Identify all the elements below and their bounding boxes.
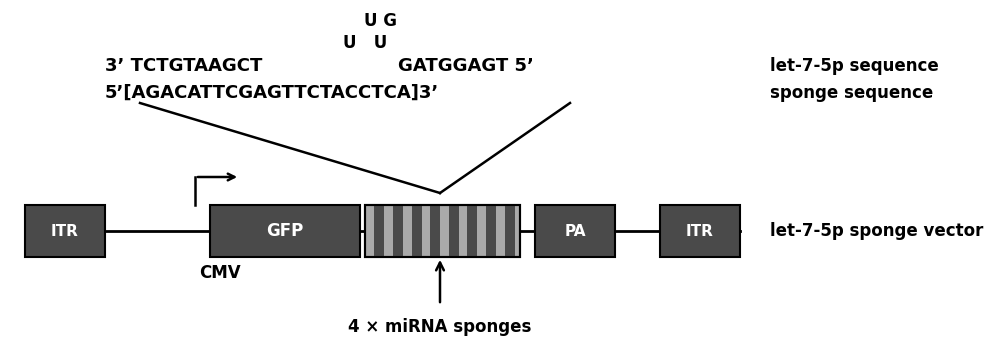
FancyBboxPatch shape [430, 206, 440, 256]
FancyBboxPatch shape [505, 206, 515, 256]
FancyBboxPatch shape [374, 206, 384, 256]
Text: let-7-5p sponge vector: let-7-5p sponge vector [770, 222, 983, 240]
FancyBboxPatch shape [449, 206, 459, 256]
Text: PA: PA [564, 224, 586, 238]
Text: U G: U G [364, 12, 396, 30]
FancyBboxPatch shape [25, 205, 105, 257]
FancyBboxPatch shape [486, 206, 496, 256]
Text: let-7-5p sequence: let-7-5p sequence [770, 57, 939, 75]
FancyBboxPatch shape [535, 205, 615, 257]
Text: U   U: U U [343, 34, 387, 52]
Text: GFP: GFP [266, 222, 304, 240]
FancyBboxPatch shape [467, 206, 477, 256]
Text: ITR: ITR [51, 224, 79, 238]
FancyBboxPatch shape [210, 205, 360, 257]
Text: ITR: ITR [686, 224, 714, 238]
Text: GATGGAGT 5’: GATGGAGT 5’ [398, 57, 534, 75]
Text: 5’[AGACATTCGAGTTCTACCTCA]3’: 5’[AGACATTCGAGTTCTACCTCA]3’ [105, 84, 439, 102]
FancyBboxPatch shape [365, 205, 520, 257]
Text: sponge sequence: sponge sequence [770, 84, 933, 102]
FancyBboxPatch shape [412, 206, 422, 256]
FancyBboxPatch shape [393, 206, 403, 256]
Text: 3’ TCTGTAAGCT: 3’ TCTGTAAGCT [105, 57, 262, 75]
Text: 4 × miRNA sponges: 4 × miRNA sponges [348, 318, 532, 336]
FancyBboxPatch shape [660, 205, 740, 257]
Text: CMV: CMV [199, 264, 241, 282]
